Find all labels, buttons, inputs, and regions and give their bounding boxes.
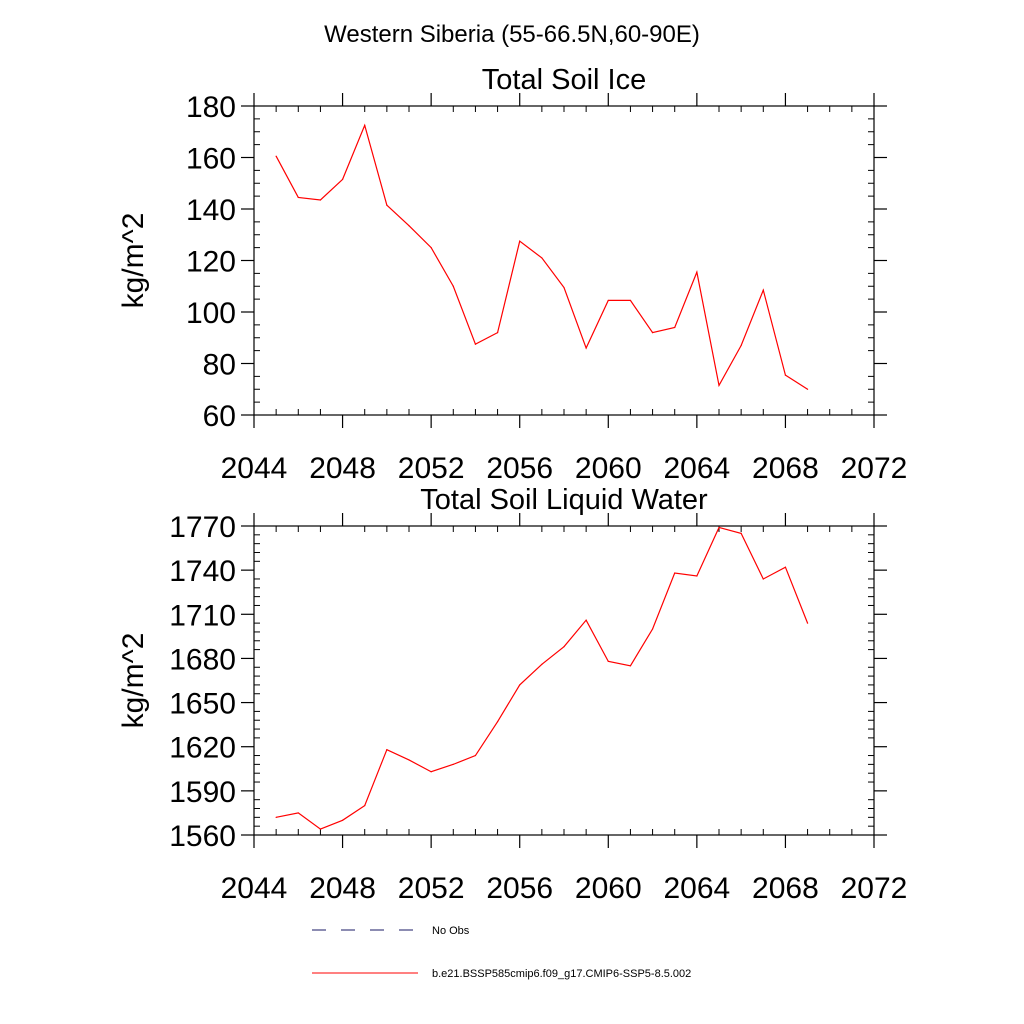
legend-label: b.e21.BSSP585cmip6.f09_g17.CMIP6-SSP5-8.… (432, 968, 691, 980)
data-point (496, 332, 499, 334)
y-tick-label: 1560 (169, 820, 236, 853)
plot-frame (253, 105, 875, 416)
data-point (806, 622, 809, 624)
data-point (784, 566, 787, 568)
x-tick-label: 2048 (309, 872, 376, 905)
data-point (386, 749, 388, 751)
x-tick-label: 2068 (752, 452, 819, 485)
data-point (519, 240, 521, 242)
x-tick-label: 2064 (663, 452, 730, 485)
data-point (651, 628, 654, 630)
legend-item: b.e21.BSSP585cmip6.f09_g17.CMIP6-SSP5-8.… (312, 968, 691, 980)
panel-title: Total Soil Liquid Water (420, 484, 708, 516)
data-point (341, 178, 344, 180)
y-tick-label: 1590 (169, 776, 236, 809)
data-point (629, 299, 632, 302)
series-line (275, 123, 808, 390)
x-tick-label: 2048 (309, 452, 376, 485)
y-tick-label: 60 (203, 400, 236, 433)
data-point (762, 578, 764, 580)
data-point (674, 326, 676, 329)
data-point (718, 526, 720, 529)
data-point (762, 289, 764, 291)
x-tick-label: 2056 (486, 452, 553, 485)
y-tick-label: 1650 (169, 688, 236, 721)
data-point (319, 828, 322, 830)
x-tick-label: 2068 (752, 872, 819, 905)
data-point (784, 374, 787, 376)
y-tick-label: 1740 (169, 555, 236, 588)
y-tick-label: 180 (186, 91, 236, 124)
panel-1: Total Soil Ice kg/m^2 2044 2048 2052 2056 2060… (117, 64, 907, 485)
x-tick-label: 2056 (486, 872, 553, 905)
panel-title: Total Soil Ice (482, 64, 646, 96)
data-point (629, 665, 632, 667)
data-point (496, 721, 499, 723)
data-point (651, 332, 654, 334)
x-tick-label: 2060 (575, 452, 642, 485)
y-tick-label: 120 (186, 246, 236, 279)
panel-2: Total Soil Liquid Water kg/m^2 2044 2048 205… (117, 484, 907, 905)
y-axis-label: kg/m^2 (117, 213, 150, 309)
y-tick-label: 1770 (169, 511, 236, 544)
data-point (386, 204, 388, 206)
plots: Total Soil Ice kg/m^2 2044 2048 2052 2056 2060… (117, 64, 907, 905)
x-tick-label: 2072 (841, 452, 908, 485)
data-point (408, 759, 410, 761)
data-point (541, 663, 543, 665)
x-tick-label: 2044 (221, 452, 288, 485)
data-point (297, 196, 299, 199)
y-axis-label: kg/m^2 (117, 633, 150, 729)
legend-label: No Obs (432, 925, 470, 937)
data-point (607, 660, 609, 662)
data-point (585, 619, 587, 621)
x-tick-label: 2060 (575, 872, 642, 905)
data-point (319, 199, 322, 201)
data-point (607, 299, 609, 302)
data-point (275, 816, 277, 818)
x-tick-label: 2052 (398, 872, 465, 905)
y-tick-label: 100 (186, 297, 236, 330)
data-point (275, 155, 277, 157)
data-point (740, 344, 742, 347)
legend-item: No Obs (312, 925, 470, 937)
data-point (740, 532, 742, 534)
plot-frame (253, 525, 875, 836)
data-point (474, 754, 477, 757)
data-point (341, 819, 344, 821)
data-point (430, 771, 432, 773)
x-tick-label: 2064 (663, 872, 730, 905)
x-tick-label: 2052 (398, 452, 465, 485)
data-point (806, 388, 809, 390)
data-point (541, 257, 543, 259)
y-tick-label: 80 (203, 349, 236, 382)
data-point (696, 575, 698, 577)
data-point (563, 286, 565, 289)
legend: No Obs b.e21.BSSP585cmip6.f09_g17.CMIP6-S… (312, 925, 691, 980)
x-tick-label: 2072 (841, 872, 908, 905)
y-tick-label: 1710 (169, 599, 236, 632)
data-point (674, 572, 676, 574)
data-point (452, 285, 454, 287)
y-tick-label: 1620 (169, 732, 236, 765)
data-point (519, 684, 521, 686)
figure-title: Western Siberia (55-66.5N,60-90E) (324, 21, 700, 48)
y-tick-label: 1680 (169, 643, 236, 676)
y-tick-label: 140 (186, 194, 236, 227)
data-point (430, 247, 432, 249)
x-tick-label: 2044 (221, 872, 288, 905)
data-point (408, 225, 410, 227)
series-line (276, 526, 809, 830)
data-point (474, 343, 477, 345)
data-point (297, 812, 299, 814)
data-point (364, 804, 366, 807)
data-point (696, 271, 698, 273)
data-point (452, 763, 454, 765)
data-point (563, 646, 565, 648)
data-point (718, 384, 720, 386)
data-point (585, 347, 587, 349)
data-point (364, 124, 366, 126)
y-tick-label: 160 (186, 143, 236, 176)
